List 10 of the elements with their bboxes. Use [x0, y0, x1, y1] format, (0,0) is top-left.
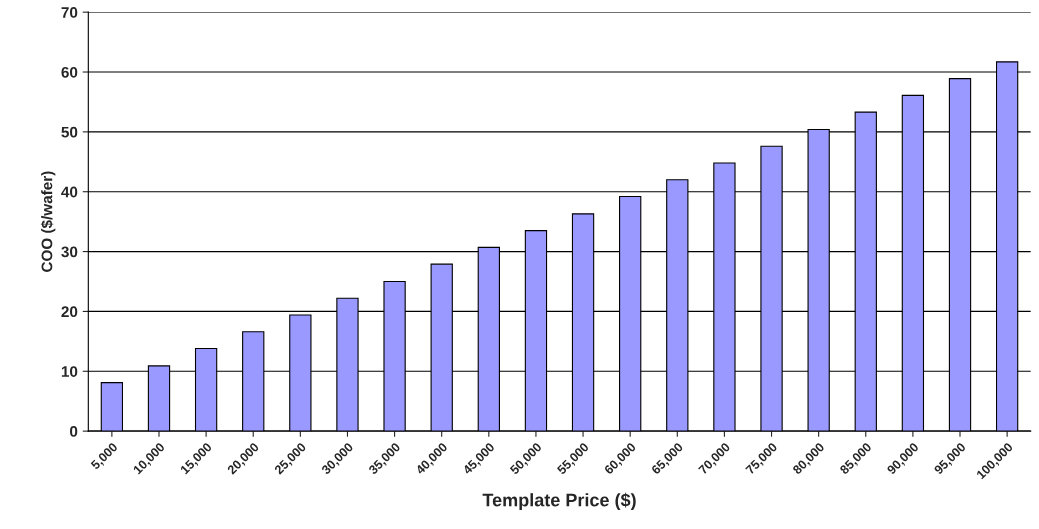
- y-tick-label: 60: [61, 66, 78, 78]
- y-tick-label: 40: [61, 186, 78, 198]
- y-tick-label: 50: [61, 126, 78, 138]
- y-tick-label: 20: [61, 306, 78, 318]
- y-tick-label: 10: [61, 366, 78, 377]
- y-axis-title: COO ($/wafer): [40, 171, 56, 272]
- y-tick-label: 30: [61, 246, 78, 258]
- y-tick-label: 0: [70, 426, 78, 437]
- x-axis-title: Template Price ($): [482, 492, 636, 510]
- y-tick-label: 70: [61, 7, 78, 18]
